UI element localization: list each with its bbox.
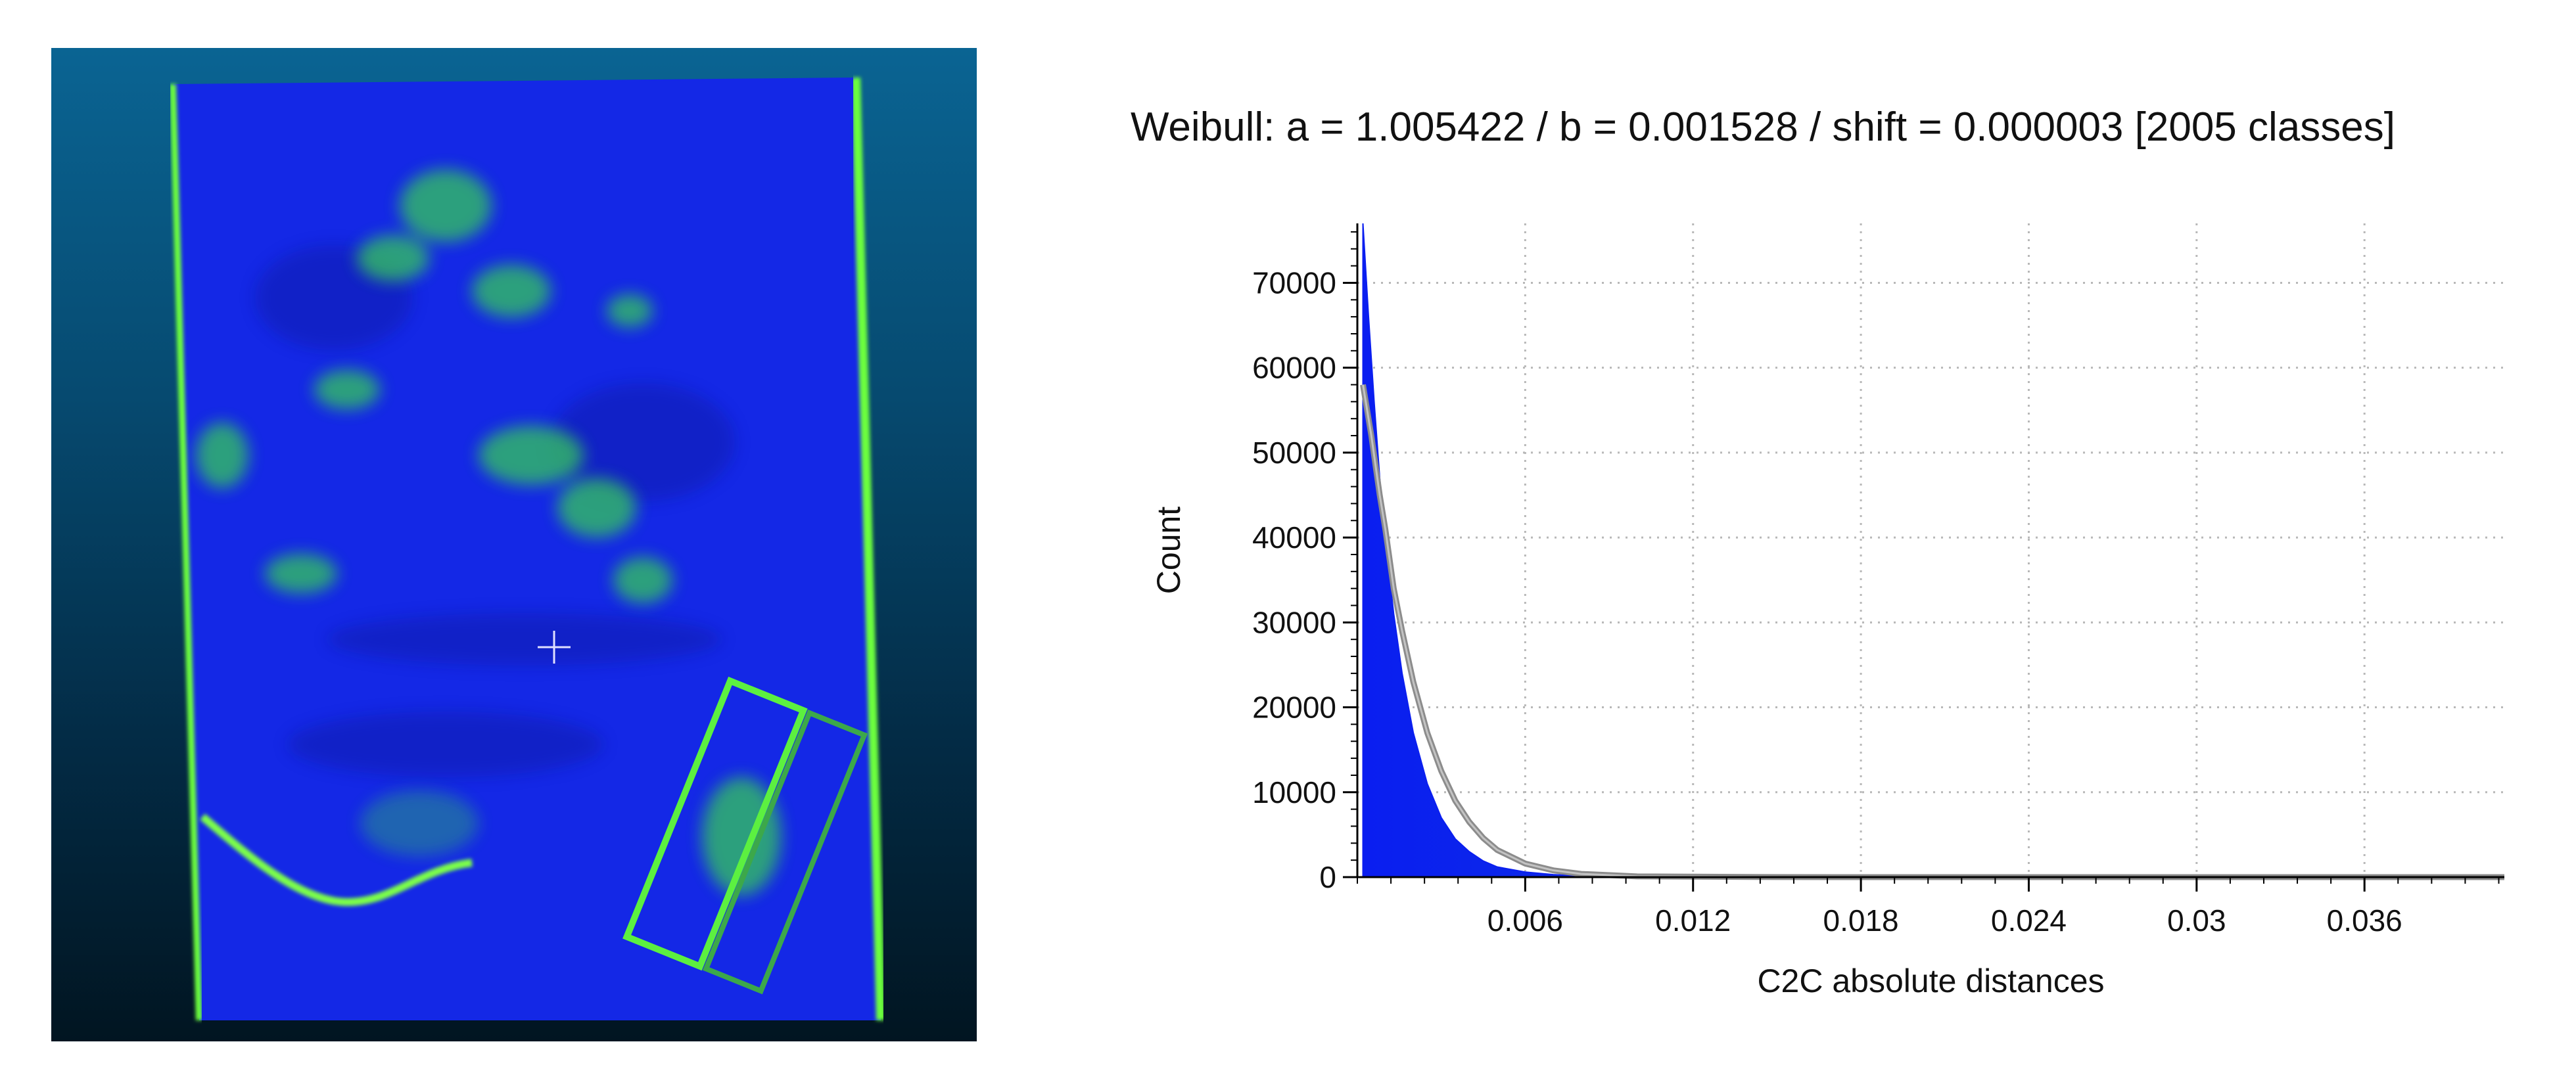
- x-tick-label: 0.012: [1655, 903, 1731, 938]
- x-tick-label: 0.018: [1823, 903, 1899, 938]
- y-axis-label: Count: [1150, 507, 1187, 595]
- weibull-fit-highlight: [1362, 384, 2505, 878]
- x-axis-label: C2C absolute distances: [1757, 963, 2104, 999]
- y-tick-label: 30000: [1252, 605, 1336, 639]
- cloud-highlights: [196, 170, 781, 896]
- point-cloud-render: [170, 77, 885, 1021]
- y-tick-label: 50000: [1252, 436, 1336, 470]
- y-tick-label: 20000: [1252, 691, 1336, 725]
- cloud-left-edge: [170, 83, 202, 1021]
- chart-axes: [1356, 223, 2504, 878]
- y-tick-label: 0: [1319, 860, 1336, 894]
- 3d-viewer[interactable]: [51, 48, 977, 1041]
- x-tick-label: 0.024: [1991, 903, 2067, 938]
- histogram-title: Weibull: a = 1.005422 / b = 0.001528 / s…: [1131, 104, 2395, 150]
- chart-marks: [1360, 223, 2505, 880]
- histogram-chart: 0 10000 20000 30000 40000 50000 60000 70000 0.00…: [1150, 223, 2505, 999]
- y-tick-label: 10000: [1252, 775, 1336, 809]
- histogram-area: [1362, 223, 2505, 878]
- x-tick-label: 0.03: [2167, 903, 2226, 938]
- x-tick-label: 0.036: [2327, 903, 2402, 938]
- y-tick-label: 60000: [1252, 351, 1336, 385]
- cloud-right-edge: [851, 77, 885, 1021]
- x-tick-label: 0.006: [1487, 903, 1563, 938]
- chart-grid: [1357, 223, 2504, 877]
- cloud-rect-structure: [622, 676, 868, 995]
- chart-ticks: 0 10000 20000 30000 40000 50000 60000 70000 0.00…: [1252, 231, 2500, 938]
- cursor-crosshair-icon: [538, 631, 571, 664]
- y-tick-label: 40000: [1252, 520, 1336, 555]
- y-tick-label: 70000: [1252, 265, 1336, 300]
- cloud-feature-curve: [200, 813, 473, 907]
- weibull-fit-curve: [1360, 384, 2505, 880]
